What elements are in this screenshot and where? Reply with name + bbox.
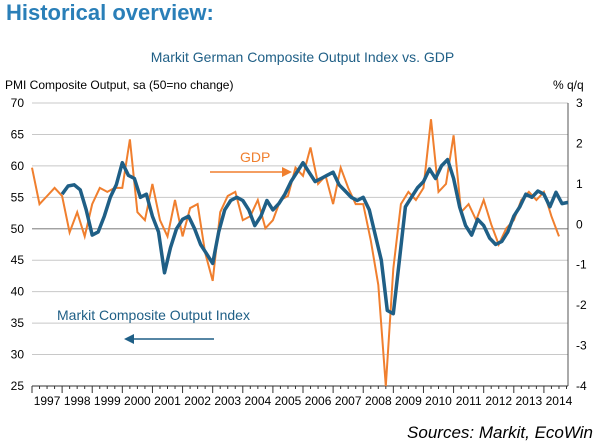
- x-tick-label: 2014: [546, 394, 573, 408]
- x-tick-label: 2007: [335, 394, 362, 408]
- x-tick-label: 2009: [395, 394, 422, 408]
- x-tick-label: 2000: [124, 394, 151, 408]
- pmi-arrowhead: [124, 334, 134, 344]
- gridlines: [32, 102, 568, 387]
- source-note: Sources: Markit, EcoWin: [407, 423, 593, 442]
- left-tick-label: 70: [11, 96, 25, 110]
- right-axis-ticks: -4 -3 -2 -1 0 1 2 3: [567, 96, 587, 393]
- x-tick-label: 2006: [305, 394, 332, 408]
- left-tick-label: 40: [11, 285, 25, 299]
- right-tick-label: 1: [576, 177, 583, 191]
- x-tick-label: 1998: [64, 394, 91, 408]
- pmi-annotation-label: Markit Composite Output Index: [57, 307, 250, 323]
- x-tick-label: 1999: [94, 394, 121, 408]
- left-tick-label: 25: [11, 379, 25, 393]
- x-tick-label: 2005: [275, 394, 302, 408]
- gdp-annotation-label: GDP: [240, 149, 270, 165]
- x-tick-label: 2012: [485, 394, 512, 408]
- right-tick-label: 3: [576, 96, 583, 110]
- left-tick-label: 45: [11, 253, 25, 267]
- right-tick-label: -2: [576, 298, 587, 312]
- x-tick-label: 1997: [34, 394, 61, 408]
- x-tick-label: 2013: [516, 394, 543, 408]
- left-tick-label: 55: [11, 190, 25, 204]
- page-heading: Historical overview:: [6, 0, 214, 25]
- right-tick-label: 0: [576, 217, 583, 231]
- x-tick-label: 2004: [244, 394, 271, 408]
- right-tick-label: -3: [576, 339, 587, 353]
- pmi-series-line: [60, 157, 569, 316]
- x-tick-label: 2002: [184, 394, 211, 408]
- left-tick-label: 35: [11, 316, 25, 330]
- right-tick-label: -4: [576, 379, 587, 393]
- x-tick-label: 2008: [365, 394, 392, 408]
- left-tick-label: 65: [11, 127, 25, 141]
- gdp-arrowhead: [282, 167, 292, 177]
- x-tick-label: 2010: [425, 394, 452, 408]
- x-tick-label: 2001: [154, 394, 181, 408]
- right-tick-label: 2: [576, 136, 583, 150]
- right-axis-label: % q/q: [553, 78, 584, 92]
- x-axis: 1997 1998 1999 2000 2001 2002 2003 2004 2005 2006…: [31, 385, 573, 408]
- right-tick-label: -1: [576, 258, 587, 272]
- left-axis-ticks: 25 30 35 40 45 50 55 60 65 70: [11, 96, 25, 393]
- x-tick-label: 2011: [456, 394, 482, 408]
- left-tick-label: 60: [11, 159, 25, 173]
- left-tick-label: 50: [11, 222, 25, 236]
- gdp-series-line: [31, 119, 560, 387]
- x-tick-label: 2003: [214, 394, 241, 408]
- left-tick-label: 30: [11, 348, 25, 362]
- chart-title: Markit German Composite Output Index vs.…: [150, 49, 455, 65]
- left-axis-label: PMI Composite Output, sa (50=no change): [5, 78, 234, 92]
